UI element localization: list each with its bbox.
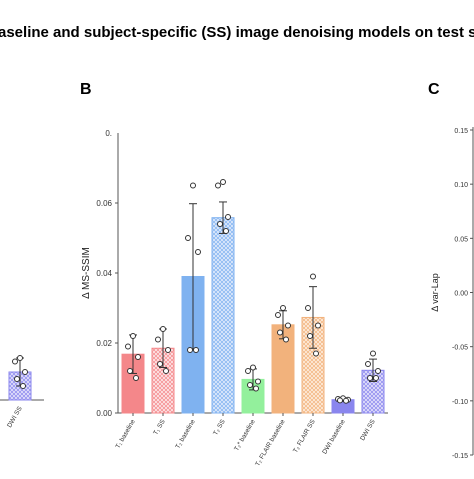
b-point: [130, 333, 136, 339]
b-point: [135, 354, 141, 360]
b-point: [315, 322, 321, 329]
panel-c-partial: 0.15 0.10 0.05 0.00 -0.05 -0.10 -0.15 Δ var-Lap: [430, 127, 474, 460]
a-point: [12, 358, 18, 365]
panel-label-c: C: [428, 81, 440, 98]
panel-a-partial: DWI SS: [0, 355, 44, 429]
figure-title: aseline and subject-specific (SS) image …: [0, 24, 474, 41]
b-point: [225, 214, 231, 220]
c-y-axis-label: Δ var-Lap: [430, 273, 440, 312]
b-x-tick-label: DWI baseline: [321, 418, 347, 455]
b-x-tick-label: T₁ SS: [152, 418, 167, 436]
a-point: [14, 376, 20, 382]
b-point: [125, 343, 131, 350]
b-point: [253, 385, 259, 392]
b-point: [185, 235, 191, 241]
b-point: [255, 378, 261, 385]
panel-b-chart: 0.00 0.02 0.04 0.06 0. Δ MS-SSIM T₁ baseline T₁…: [81, 129, 388, 468]
b-bar: [211, 217, 235, 414]
b-point: [157, 361, 163, 367]
b-point: [220, 179, 226, 185]
b-point: [127, 368, 133, 374]
b-point: [305, 305, 311, 311]
b-x-tick-label: T₂ FLAIR SS: [292, 418, 317, 454]
b-point: [277, 329, 283, 336]
b-point: [223, 228, 229, 234]
b-x-tick-label: T₁ baseline: [115, 418, 137, 450]
b-point: [133, 375, 139, 381]
b-point: [375, 368, 381, 374]
b-point: [370, 350, 376, 357]
b-x-tick-label: T₂* baseline: [233, 418, 257, 452]
b-x-tick-label: T₂ SS: [212, 418, 227, 437]
b-y-tick-label-top: 0.: [105, 129, 112, 138]
b-y-tick-label: 0.06: [96, 199, 112, 208]
a-point: [17, 355, 23, 361]
b-point: [283, 336, 289, 343]
b-point: [310, 273, 316, 280]
b-x-tick-label: T₂ baseline: [174, 418, 197, 450]
b-point: [337, 397, 343, 404]
c-y-tick-label: 0.15: [454, 128, 468, 135]
c-y-tick-label: 0.10: [454, 182, 468, 189]
b-point: [245, 368, 251, 374]
a-point: [22, 369, 28, 375]
b-point: [373, 375, 379, 381]
b-y-tick-label: 0.02: [96, 339, 112, 348]
b-point: [187, 347, 193, 353]
b-point: [165, 347, 171, 353]
b-x-tick-label: DWI SS: [359, 418, 377, 442]
b-point: [285, 322, 291, 329]
b-y-tick-label: 0.04: [96, 269, 112, 278]
b-point: [343, 397, 349, 404]
b-point: [367, 375, 373, 381]
b-point: [280, 305, 286, 311]
b-point: [247, 382, 253, 388]
b-point: [195, 249, 201, 255]
panel-label-b: B: [80, 81, 92, 98]
b-point: [313, 350, 319, 357]
a-x-tick-label: DWI SS: [6, 405, 24, 429]
c-y-tick-label: -0.15: [452, 453, 468, 460]
c-y-tick-label: 0.05: [454, 236, 468, 243]
b-point: [190, 182, 196, 189]
c-y-tick-label: 0.00: [454, 291, 468, 298]
b-x-tick-label: T₂ FLAIR baseline: [254, 418, 287, 468]
b-point: [275, 312, 281, 318]
b-point: [215, 182, 221, 189]
b-point: [193, 347, 199, 353]
b-point: [163, 368, 169, 374]
a-point: [20, 383, 26, 389]
b-point: [160, 326, 166, 332]
b-y-tick-label: 0.00: [96, 409, 112, 418]
c-y-tick-label: -0.05: [452, 345, 468, 352]
b-point: [307, 333, 313, 339]
b-point: [250, 364, 256, 371]
c-y-tick-label: -0.10: [452, 399, 468, 406]
b-point: [217, 221, 223, 227]
b-point: [155, 336, 161, 343]
b-point: [365, 361, 371, 367]
b-y-axis-label: Δ MS-SSIM: [81, 247, 92, 299]
